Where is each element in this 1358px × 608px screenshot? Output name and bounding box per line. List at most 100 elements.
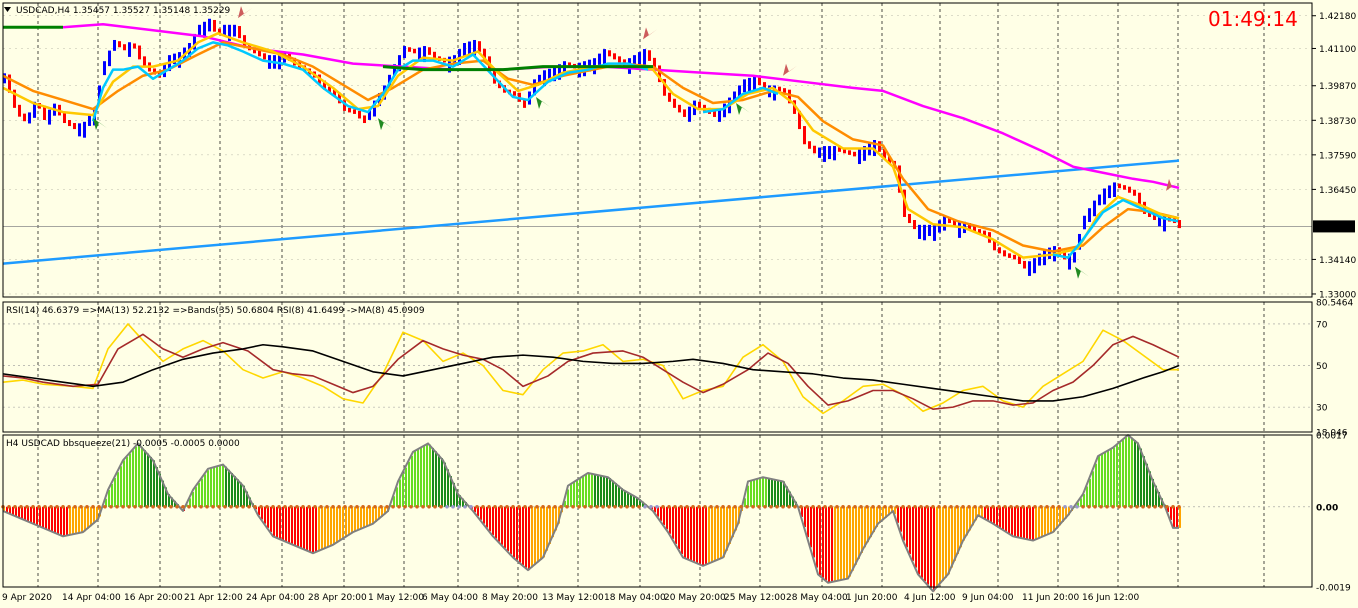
squeeze-dot xyxy=(667,504,671,509)
bb-hist-bar xyxy=(96,506,98,522)
bear-bar xyxy=(658,65,661,83)
bb-hist-bar xyxy=(150,456,152,507)
bb-hist-bar xyxy=(966,506,968,536)
bull-bar xyxy=(918,224,921,239)
ema-blue-line xyxy=(1052,198,1179,259)
bb-hist-bar xyxy=(705,506,707,566)
bb-hist-bar xyxy=(3,506,5,511)
squeeze-dot xyxy=(211,504,215,509)
bb-hist-bar xyxy=(873,506,875,533)
bb-hist-bar xyxy=(597,474,599,507)
squeeze-dot xyxy=(1051,504,1055,509)
bull-bar xyxy=(743,79,746,93)
bear-bar xyxy=(328,86,331,93)
bull-bar xyxy=(473,39,476,56)
squeeze-dot xyxy=(127,504,131,509)
bull-bar xyxy=(1048,247,1051,260)
bb-hist-bar xyxy=(921,506,923,578)
bb-hist-bar xyxy=(492,506,494,536)
rsi-series-line-1 xyxy=(2,323,1179,415)
bb-hist-bar xyxy=(369,506,371,526)
bb-hist-bar xyxy=(660,506,662,521)
bb-tick-label: 0.0017 xyxy=(1316,432,1348,442)
bb-hist-bar xyxy=(984,506,986,519)
squeeze-dot xyxy=(697,504,701,509)
bb-hist-bar xyxy=(894,506,896,514)
bear-bar xyxy=(758,77,761,86)
squeeze-dot xyxy=(997,504,1001,509)
squeeze-dot xyxy=(205,504,209,509)
bb-hist-bar xyxy=(513,506,515,558)
bb-hist-bar xyxy=(792,496,794,507)
x-tick-label: 11 Jun 20:00 xyxy=(1022,593,1079,603)
bb-hist-bar xyxy=(1137,442,1139,507)
bear-bar xyxy=(913,220,916,230)
bb-hist-bar xyxy=(225,466,227,507)
bear-bar xyxy=(998,247,1001,254)
squeeze-dot xyxy=(715,504,719,509)
bull-bar xyxy=(48,109,51,125)
bb-hist-bar xyxy=(258,506,260,516)
squeeze-dot xyxy=(223,504,227,509)
x-tick-label: 28 Apr 20:00 xyxy=(308,593,367,603)
rsi-pane[interactable] xyxy=(2,323,1312,415)
bb-hist-bar xyxy=(573,482,575,507)
bb-hist-bar xyxy=(627,492,629,507)
buy-arrow-icon xyxy=(1075,266,1089,279)
bb-hist-bar xyxy=(663,506,665,526)
squeeze-dot xyxy=(931,504,935,509)
bear-bar xyxy=(1118,183,1121,189)
bear-bar xyxy=(903,189,906,217)
y-tick-label: 1.38730 xyxy=(1319,117,1356,127)
bb-hist-bar xyxy=(609,478,611,507)
bear-bar xyxy=(673,98,676,108)
bb-hist-bar xyxy=(771,478,773,507)
squeeze-dot xyxy=(343,504,347,509)
main-price-pane[interactable] xyxy=(2,6,1312,279)
bb-hist-bar xyxy=(138,443,140,507)
collapse-triangle-icon[interactable] xyxy=(4,7,11,12)
bull-bar xyxy=(128,42,131,57)
bb-hist-bar xyxy=(381,506,383,517)
bear-bar xyxy=(698,101,701,108)
bear-bar xyxy=(1133,189,1136,196)
squeeze-dot xyxy=(157,504,161,509)
bull-bar xyxy=(1163,215,1166,232)
bb-hist-bar xyxy=(534,506,536,566)
bb-hist-bar xyxy=(324,506,326,549)
squeeze-dot xyxy=(67,504,71,509)
bull-bar xyxy=(738,85,741,102)
bb-hist-bar xyxy=(564,500,566,507)
squeeze-dot xyxy=(151,504,155,509)
bear-bar xyxy=(993,239,996,251)
bb-hist-bar xyxy=(1119,442,1121,507)
squeeze-dot xyxy=(91,504,95,509)
bb-hist-bar xyxy=(867,506,869,543)
bb-hist-bar xyxy=(315,506,317,553)
bb-hist-bar xyxy=(756,479,758,507)
bb-hist-bar xyxy=(978,506,980,516)
bbsqueeze-pane[interactable] xyxy=(1,434,1312,593)
squeeze-dot xyxy=(301,504,305,509)
bb-hist-bar xyxy=(90,506,92,527)
bb-hist-bar xyxy=(375,506,377,522)
bb-hist-bar xyxy=(1065,506,1067,519)
bb-hist-bar xyxy=(426,444,428,507)
bb-hist-bar xyxy=(447,469,449,507)
bb-hist-bar xyxy=(642,501,644,507)
bb-hist-bar xyxy=(441,458,443,507)
bb-hist-bar xyxy=(600,475,602,507)
bb-hist-bar xyxy=(723,506,725,558)
bull-bar xyxy=(1088,208,1091,222)
squeeze-dot xyxy=(883,504,887,509)
squeeze-dot xyxy=(751,504,755,509)
bull-bar xyxy=(193,33,196,50)
bb-hist-bar xyxy=(123,460,125,507)
squeeze-dot xyxy=(1033,504,1037,509)
squeeze-dot xyxy=(799,504,803,509)
bb-hist-bar xyxy=(69,506,71,536)
bear-bar xyxy=(668,92,671,102)
bull-bar xyxy=(928,224,931,236)
squeeze-dot xyxy=(709,504,713,509)
